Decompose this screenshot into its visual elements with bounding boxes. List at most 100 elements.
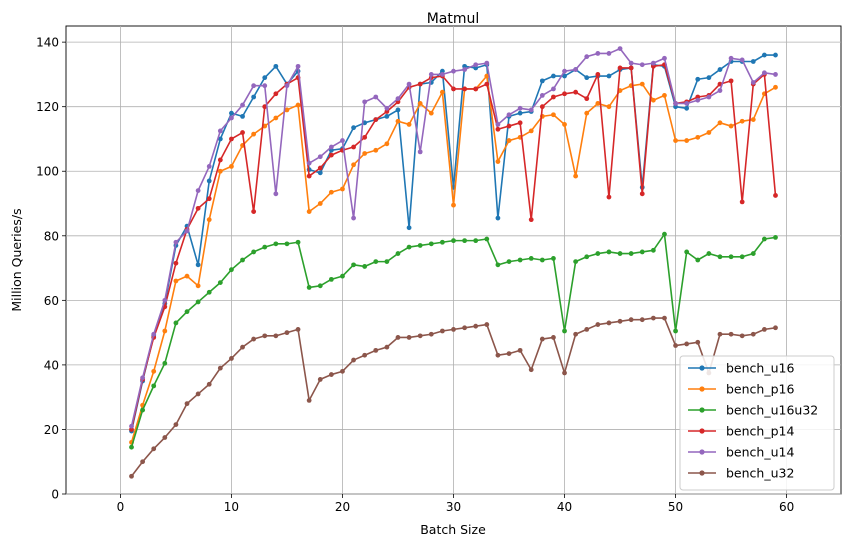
legend-label: bench_u16 bbox=[726, 361, 794, 376]
data-point bbox=[195, 205, 201, 211]
data-point bbox=[728, 55, 734, 61]
data-point bbox=[606, 320, 612, 326]
data-point bbox=[706, 94, 712, 100]
data-point bbox=[362, 352, 368, 358]
x-tick-label: 40 bbox=[557, 500, 572, 514]
series-bench_u14 bbox=[129, 46, 778, 429]
data-point bbox=[162, 297, 168, 303]
data-point bbox=[517, 120, 523, 126]
data-point bbox=[217, 128, 223, 134]
data-point bbox=[728, 78, 734, 84]
data-point bbox=[662, 55, 667, 61]
data-point bbox=[151, 368, 157, 374]
data-point bbox=[273, 333, 279, 339]
data-point bbox=[273, 63, 279, 69]
data-point bbox=[695, 257, 701, 263]
x-tick-label: 20 bbox=[335, 500, 350, 514]
data-point bbox=[251, 94, 257, 100]
data-point bbox=[417, 333, 423, 339]
data-point bbox=[162, 435, 168, 440]
data-point bbox=[584, 96, 590, 102]
x-tick-label: 0 bbox=[117, 500, 125, 514]
data-point bbox=[173, 320, 179, 326]
data-point bbox=[717, 254, 723, 260]
data-point bbox=[328, 372, 334, 377]
data-point bbox=[373, 259, 379, 265]
data-point bbox=[340, 273, 345, 279]
x-tick-label: 10 bbox=[224, 500, 239, 514]
data-point bbox=[328, 152, 334, 158]
data-point bbox=[295, 326, 301, 332]
data-point bbox=[217, 280, 223, 285]
data-point bbox=[617, 318, 623, 324]
data-point bbox=[673, 343, 678, 348]
data-point bbox=[351, 262, 356, 268]
data-point bbox=[495, 122, 501, 127]
y-tick-label: 100 bbox=[36, 165, 59, 179]
data-point bbox=[306, 209, 312, 214]
data-point bbox=[395, 96, 401, 102]
legend-swatch-marker bbox=[699, 407, 705, 413]
data-point bbox=[428, 72, 434, 77]
data-point bbox=[340, 138, 345, 143]
data-point bbox=[551, 335, 556, 340]
data-point bbox=[229, 356, 234, 361]
x-axis-label: Batch Size bbox=[420, 522, 486, 537]
data-point bbox=[584, 326, 590, 332]
data-point bbox=[728, 331, 734, 337]
data-point bbox=[495, 352, 501, 358]
data-point bbox=[184, 309, 190, 315]
data-point bbox=[606, 104, 612, 110]
data-point bbox=[650, 97, 656, 103]
data-point bbox=[317, 283, 323, 289]
data-point bbox=[639, 62, 645, 68]
data-point bbox=[462, 325, 468, 331]
data-point bbox=[606, 249, 612, 255]
data-point bbox=[584, 54, 590, 60]
data-point bbox=[484, 322, 490, 327]
data-point bbox=[240, 344, 245, 350]
data-point bbox=[295, 102, 301, 108]
y-tick-label: 20 bbox=[44, 423, 59, 437]
data-point bbox=[406, 335, 412, 340]
data-point bbox=[606, 51, 612, 56]
data-point bbox=[351, 215, 356, 221]
data-point bbox=[717, 88, 723, 93]
series-bench_u16u32 bbox=[129, 231, 778, 450]
data-point bbox=[551, 112, 556, 118]
data-point bbox=[773, 193, 778, 198]
data-point bbox=[684, 138, 690, 143]
data-point bbox=[406, 81, 412, 87]
legend-label: bench_u32 bbox=[726, 466, 794, 481]
data-point bbox=[539, 104, 545, 110]
data-point bbox=[428, 331, 434, 337]
legend-swatch-marker bbox=[699, 428, 705, 434]
data-point bbox=[595, 72, 601, 77]
data-point bbox=[761, 52, 767, 58]
data-point bbox=[462, 67, 468, 72]
data-point bbox=[451, 238, 456, 244]
data-point bbox=[173, 239, 179, 245]
data-point bbox=[717, 120, 723, 126]
data-point bbox=[551, 255, 556, 261]
series-bench_p16 bbox=[129, 73, 778, 445]
data-point bbox=[362, 151, 368, 156]
data-point bbox=[395, 118, 401, 124]
data-point bbox=[129, 473, 134, 479]
legend-swatch-marker bbox=[699, 470, 705, 476]
data-point bbox=[506, 123, 512, 129]
data-point bbox=[251, 83, 257, 89]
data-point bbox=[251, 336, 257, 342]
x-tick-label: 50 bbox=[668, 500, 683, 514]
data-point bbox=[539, 257, 545, 263]
data-point bbox=[439, 239, 445, 245]
data-point bbox=[706, 75, 712, 81]
data-point bbox=[140, 407, 146, 413]
data-point bbox=[384, 105, 390, 111]
data-point bbox=[373, 94, 379, 100]
data-point bbox=[551, 73, 556, 79]
data-point bbox=[162, 360, 168, 366]
data-point bbox=[528, 255, 534, 261]
data-point bbox=[484, 81, 490, 87]
